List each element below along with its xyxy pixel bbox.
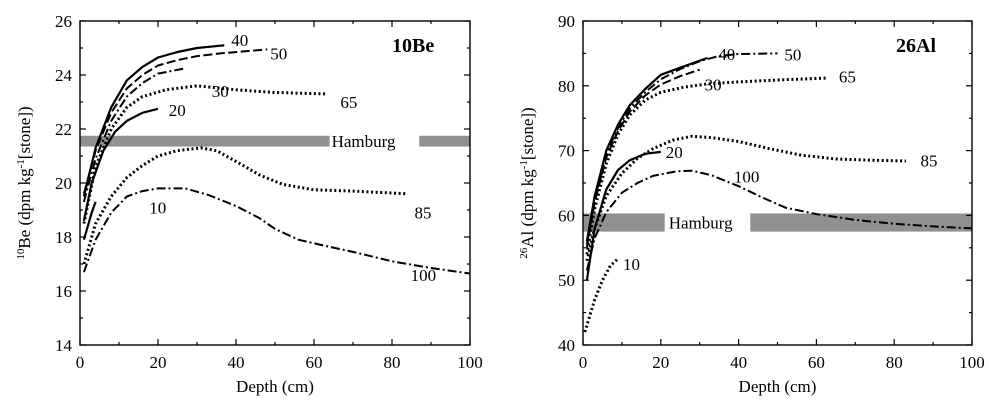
curve-labels-group: Hamburg 10 20 30 40 50 65 85 100 — [149, 31, 436, 285]
curve-label-85: 85 — [415, 204, 432, 223]
curve-label-10: 10 — [623, 255, 640, 274]
curve-10cm — [583, 257, 620, 333]
curve-100cm — [82, 187, 471, 275]
y-tick-label-14: 14 — [55, 336, 73, 355]
x-axis-label: Depth (cm) — [236, 377, 314, 396]
hamburg-band-segment-2 — [750, 213, 972, 232]
curve-label-40: 40 — [718, 45, 735, 64]
curve-label-50: 50 — [784, 46, 801, 65]
plot-frame — [582, 20, 973, 346]
x-tick-label-0: 0 — [579, 353, 588, 372]
y-axis-label-exponent: -1 — [15, 159, 27, 168]
y-axis-label: 10Be (dpm kg-1[stone]) — [15, 106, 34, 259]
y-axis-label-main: Al (dpm kg — [518, 169, 537, 248]
chart-title: 26Al — [896, 35, 936, 57]
ticks-group: 0 20 40 60 80 100 14 16 18 20 22 24 26 — [55, 12, 483, 372]
x-axis-label: Depth (cm) — [739, 377, 817, 396]
x-tick-label-80: 80 — [886, 353, 903, 372]
x-tick-label-100: 100 — [457, 353, 483, 372]
x-tick-label-20: 20 — [652, 353, 669, 372]
chart-10be: 0 20 40 60 80 100 14 16 18 20 22 24 26 10Be Depth (c… — [15, 12, 483, 396]
y-axis-label-unit: [stone]) — [15, 106, 34, 159]
curve-85cm — [585, 134, 906, 262]
curve-labels-group: Hamburg 10 20 30 40 50 65 85 100 — [623, 45, 938, 274]
y-axis-label-unit: [stone]) — [518, 107, 537, 160]
curve-65cm — [82, 67, 186, 203]
hamburg-band-segment-2 — [419, 135, 470, 147]
curve-label-65: 65 — [839, 68, 856, 87]
y-tick-label-18: 18 — [55, 228, 72, 247]
curve-65cm — [585, 68, 701, 248]
curve-40cm — [82, 44, 225, 197]
curve-label-30: 30 — [212, 82, 229, 101]
curve-label-20: 20 — [666, 143, 683, 162]
y-tick-label-40: 40 — [558, 336, 575, 355]
x-tick-label-0: 0 — [76, 353, 85, 372]
y-axis-label: 26Al (dpm kg-1[stone]) — [518, 107, 537, 258]
y-tick-label-50: 50 — [558, 271, 575, 290]
curves-group — [82, 44, 471, 275]
x-tick-label-100: 100 — [959, 353, 985, 372]
curve-30cm — [82, 84, 326, 224]
curve-50cm — [82, 48, 268, 195]
curve-85cm — [82, 146, 408, 265]
curve-label-30: 30 — [705, 76, 722, 95]
x-tick-label-40: 40 — [228, 353, 245, 372]
x-tick-label-20: 20 — [150, 353, 167, 372]
hamburg-band-group — [583, 213, 972, 232]
ticks-group: 0 20 40 60 80 100 40 50 60 70 80 90 — [558, 12, 985, 372]
curve-10cm — [82, 201, 97, 241]
y-axis-label-isotope-mass: 26 — [518, 247, 530, 259]
hamburg-band-label: Hamburg — [669, 214, 733, 233]
x-tick-label-80: 80 — [384, 353, 401, 372]
y-axis-label-exponent: -1 — [518, 160, 530, 169]
hamburg-band-group — [80, 135, 470, 147]
chart-26al: 0 20 40 60 80 100 40 50 60 70 80 90 26Al Depth (cm)… — [518, 12, 985, 396]
hamburg-band-label: Hamburg — [332, 132, 396, 151]
x-tick-label-40: 40 — [730, 353, 747, 372]
y-tick-label-22: 22 — [55, 120, 72, 139]
curve-label-20: 20 — [169, 101, 186, 120]
curve-label-10: 10 — [149, 198, 166, 217]
y-tick-label-60: 60 — [558, 206, 575, 225]
curve-label-40: 40 — [231, 31, 248, 50]
y-axis-label-main: Be (dpm kg — [15, 168, 34, 249]
x-tick-label-60: 60 — [306, 353, 323, 372]
y-tick-label-70: 70 — [558, 142, 575, 161]
curve-20cm — [82, 107, 159, 222]
hamburg-band-segment-1 — [80, 135, 330, 147]
curve-label-85: 85 — [921, 151, 938, 170]
curve-label-50: 50 — [270, 44, 287, 63]
y-tick-label-20: 20 — [55, 174, 72, 193]
curves-group — [583, 52, 973, 333]
y-tick-label-80: 80 — [558, 77, 575, 96]
curve-100cm — [585, 169, 973, 271]
curve-label-100: 100 — [734, 168, 760, 187]
y-tick-label-24: 24 — [55, 66, 73, 85]
x-tick-label-60: 60 — [808, 353, 825, 372]
y-tick-label-90: 90 — [558, 12, 575, 31]
y-axis-label-isotope-mass: 10 — [15, 248, 27, 260]
chart-title: 10Be — [392, 35, 434, 57]
y-tick-label-26: 26 — [55, 12, 72, 31]
y-tick-label-16: 16 — [55, 282, 72, 301]
curve-label-100: 100 — [411, 266, 437, 285]
curve-label-65: 65 — [340, 93, 357, 112]
